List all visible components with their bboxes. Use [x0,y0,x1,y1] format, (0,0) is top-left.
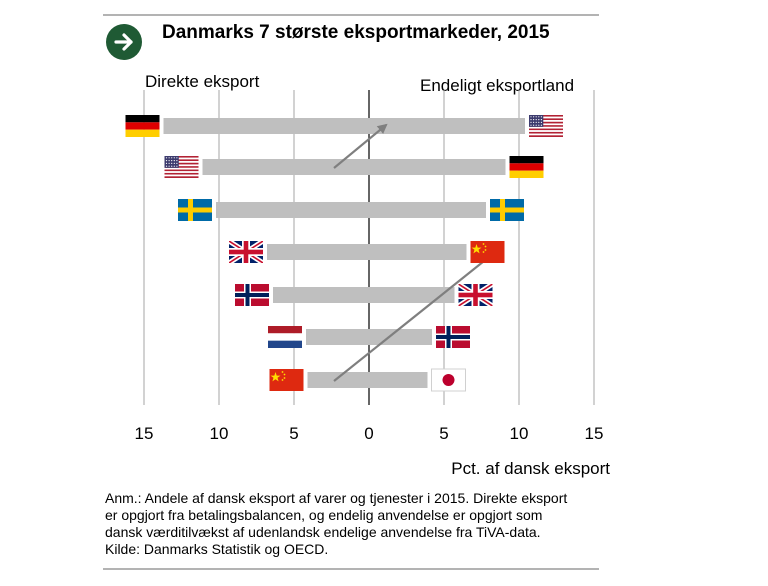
x-tick-label: 15 [135,424,154,443]
right-series-label: Endeligt eksportland [420,76,575,95]
flag-sweden [178,199,212,221]
flag-usa [164,156,199,178]
flag-norway [436,326,470,348]
x-tick-label: 0 [364,424,373,443]
bar [202,159,506,175]
x-tick-labels: 15 10 5 0 5 10 15 [135,424,604,443]
flag-norway [235,284,269,306]
x-tick-label: 15 [585,424,604,443]
left-series-label: Direkte eksport [145,72,260,91]
bar [267,244,467,260]
flag-usa [529,115,563,137]
flag-sweden [490,199,524,221]
footnote-line: dansk værditilvækst af udenlandsk endeli… [105,524,541,540]
top-rule [103,14,599,16]
footnote: Anm.: Andele af dansk eksport af varer o… [105,490,625,558]
arrow-right-circle-icon [106,24,142,60]
flag-netherlands [268,326,302,348]
bottom-rule [103,568,599,570]
bar [306,329,432,345]
flag-germany [509,156,544,178]
chart-title: Danmarks 7 største eksportmarkeder, 2015 [162,22,550,43]
flag-uk [458,284,493,306]
bar [216,202,486,218]
flags [125,115,563,392]
x-tick-label: 10 [210,424,229,443]
x-axis-label: Pct. af dansk eksport [451,459,610,478]
rank-change-arrow [333,123,388,169]
flag-uk [229,241,263,263]
footnote-line: Kilde: Danmarks Statistik og OECD. [105,541,329,557]
bars [163,118,525,388]
bar [273,287,455,303]
arrows [333,123,499,382]
flag-japan [431,368,466,392]
flag-china [269,369,304,391]
rank-change-arrow [333,249,499,382]
flag-germany [125,115,160,137]
x-tick-label: 10 [510,424,529,443]
x-tick-label: 5 [289,424,298,443]
bar [163,118,525,134]
bar [307,372,428,388]
x-tick-label: 5 [439,424,448,443]
footnote-line: Anm.: Andele af dansk eksport af varer o… [105,490,568,506]
flag-china [470,241,505,263]
footnote-line: er opgjort fra betalingsbalancen, og end… [105,507,543,523]
